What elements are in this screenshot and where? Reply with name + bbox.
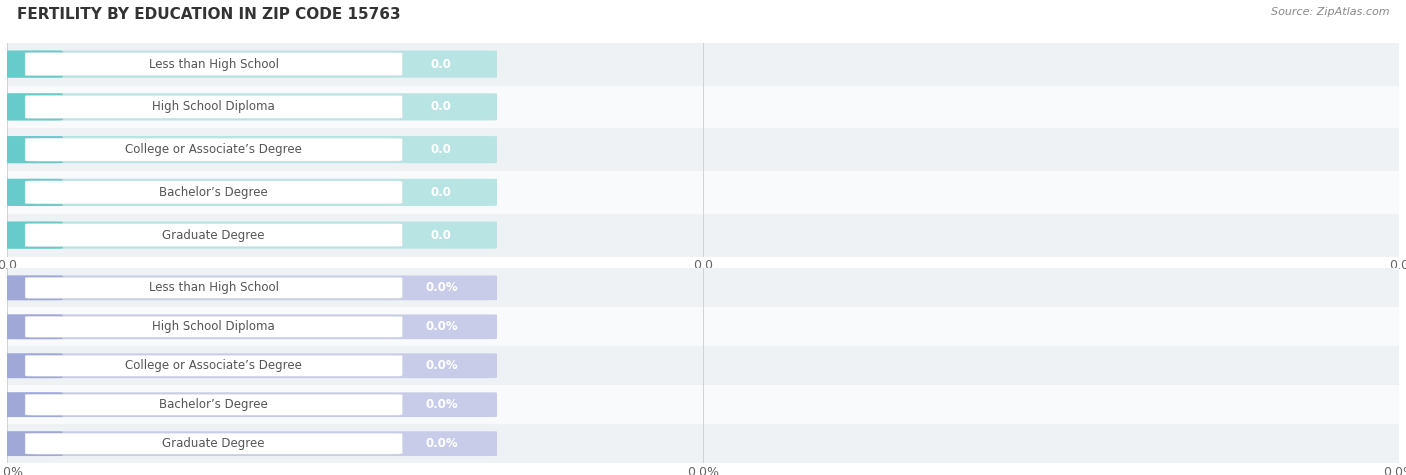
- Text: Bachelor’s Degree: Bachelor’s Degree: [159, 398, 269, 411]
- FancyBboxPatch shape: [1, 221, 63, 249]
- Text: Bachelor’s Degree: Bachelor’s Degree: [159, 186, 269, 199]
- Text: College or Associate’s Degree: College or Associate’s Degree: [125, 359, 302, 372]
- FancyBboxPatch shape: [1, 221, 496, 249]
- FancyBboxPatch shape: [25, 95, 402, 118]
- Bar: [7, 43, 1399, 86]
- FancyBboxPatch shape: [25, 433, 402, 454]
- FancyBboxPatch shape: [1, 392, 63, 417]
- FancyBboxPatch shape: [1, 179, 496, 206]
- Text: Less than High School: Less than High School: [149, 57, 278, 71]
- FancyBboxPatch shape: [1, 276, 63, 300]
- Text: High School Diploma: High School Diploma: [152, 320, 276, 333]
- Bar: [7, 268, 1399, 307]
- FancyBboxPatch shape: [1, 93, 63, 121]
- FancyBboxPatch shape: [1, 314, 496, 339]
- Text: 0.0: 0.0: [430, 228, 451, 242]
- Text: 0.0: 0.0: [430, 143, 451, 156]
- Text: Graduate Degree: Graduate Degree: [163, 228, 264, 242]
- Text: Source: ZipAtlas.com: Source: ZipAtlas.com: [1271, 7, 1389, 17]
- Text: College or Associate’s Degree: College or Associate’s Degree: [125, 143, 302, 156]
- FancyBboxPatch shape: [25, 277, 402, 298]
- Text: 0.0%: 0.0%: [425, 359, 457, 372]
- FancyBboxPatch shape: [1, 179, 63, 206]
- FancyBboxPatch shape: [25, 224, 402, 247]
- Text: Less than High School: Less than High School: [149, 281, 278, 294]
- Text: 0.0: 0.0: [430, 186, 451, 199]
- FancyBboxPatch shape: [1, 136, 63, 163]
- FancyBboxPatch shape: [1, 314, 63, 339]
- Bar: [7, 128, 1399, 171]
- FancyBboxPatch shape: [25, 138, 402, 161]
- FancyBboxPatch shape: [1, 431, 496, 456]
- FancyBboxPatch shape: [25, 316, 402, 337]
- Text: 0.0%: 0.0%: [425, 437, 457, 450]
- Bar: [7, 424, 1399, 463]
- FancyBboxPatch shape: [1, 50, 496, 78]
- FancyBboxPatch shape: [1, 276, 496, 300]
- Text: FERTILITY BY EDUCATION IN ZIP CODE 15763: FERTILITY BY EDUCATION IN ZIP CODE 15763: [17, 7, 401, 22]
- Text: High School Diploma: High School Diploma: [152, 100, 276, 114]
- Bar: [7, 86, 1399, 128]
- Text: 0.0%: 0.0%: [425, 281, 457, 294]
- FancyBboxPatch shape: [1, 392, 496, 417]
- Text: Graduate Degree: Graduate Degree: [163, 437, 264, 450]
- FancyBboxPatch shape: [25, 181, 402, 204]
- FancyBboxPatch shape: [25, 355, 402, 376]
- FancyBboxPatch shape: [1, 431, 63, 456]
- FancyBboxPatch shape: [1, 50, 63, 78]
- FancyBboxPatch shape: [1, 353, 63, 378]
- Bar: [7, 385, 1399, 424]
- FancyBboxPatch shape: [1, 136, 496, 163]
- Text: 0.0: 0.0: [430, 100, 451, 114]
- Text: 0.0%: 0.0%: [425, 320, 457, 333]
- Bar: [7, 307, 1399, 346]
- FancyBboxPatch shape: [25, 53, 402, 76]
- FancyBboxPatch shape: [1, 353, 496, 378]
- Bar: [7, 171, 1399, 214]
- FancyBboxPatch shape: [25, 394, 402, 415]
- Text: 0.0%: 0.0%: [425, 398, 457, 411]
- Bar: [7, 346, 1399, 385]
- Bar: [7, 214, 1399, 256]
- Text: 0.0: 0.0: [430, 57, 451, 71]
- FancyBboxPatch shape: [1, 93, 496, 121]
